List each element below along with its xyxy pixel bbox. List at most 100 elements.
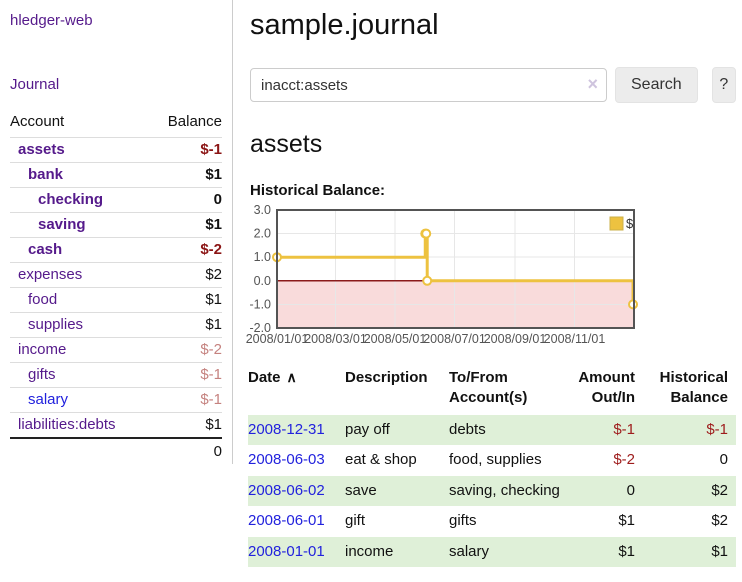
register-date-link[interactable]: 2008-06-02 <box>248 481 325 499</box>
balance-column-header: Balance <box>150 108 222 138</box>
sidebar: hledger-web Journal Account Balance asse… <box>0 0 233 464</box>
register-table: Date ∧ Description To/From Account(s) Amo… <box>248 366 736 568</box>
account-balance-table: Account Balance assets $-1 bank $1 checking 0… <box>10 108 222 464</box>
register-balance: $2 <box>711 512 728 530</box>
register-date-link[interactable]: 2008-01-01 <box>248 542 325 560</box>
svg-text:2.0: 2.0 <box>254 227 271 241</box>
account-row: liabilities:debts $1 <box>10 412 222 439</box>
register-amount: $-1 <box>613 420 635 438</box>
svg-text:2008/07/01: 2008/07/01 <box>423 332 486 346</box>
account-row: income $-2 <box>10 337 222 363</box>
register-accounts: gifts <box>449 512 477 530</box>
register-description: pay off <box>345 420 390 438</box>
account-title: assets <box>250 130 323 158</box>
account-balance: $1 <box>150 162 222 188</box>
account-row: saving $1 <box>10 212 222 238</box>
account-link[interactable]: assets <box>18 141 65 158</box>
account-row: gifts $-1 <box>10 362 222 388</box>
balance-column-header: Historical Balance <box>659 369 728 406</box>
svg-text:3.0: 3.0 <box>254 203 271 217</box>
register-amount: $-2 <box>613 451 635 469</box>
svg-text:2008/05/01: 2008/05/01 <box>364 332 427 346</box>
account-balance: $-1 <box>150 137 222 163</box>
register-balance: $-1 <box>706 420 728 438</box>
account-table-header: Account Balance <box>10 108 222 138</box>
spacer <box>10 437 151 464</box>
amount-column-header: Amount Out/In <box>578 369 635 406</box>
date-column-header[interactable]: Date ∧ <box>248 369 297 386</box>
balance-total-value: 0 <box>150 437 222 464</box>
brand-link[interactable]: hledger-web <box>10 12 93 29</box>
table-row[interactable]: 2008-06-03 eat & shop food, supplies $-2 0 <box>248 445 736 476</box>
account-balance: $1 <box>150 212 222 238</box>
register-amount: $1 <box>618 542 635 560</box>
account-row: food $1 <box>10 287 222 313</box>
register-date-link[interactable]: 2008-06-01 <box>248 512 325 530</box>
svg-text:2008/01/01: 2008/01/01 <box>246 332 309 346</box>
accounts-column-header: To/From Account(s) <box>449 369 528 406</box>
register-header-row: Date ∧ Description To/From Account(s) Amo… <box>248 366 736 415</box>
svg-text:2008/09/01: 2008/09/01 <box>484 332 547 346</box>
account-balance: $-1 <box>150 387 222 413</box>
svg-text:2008/11/01: 2008/11/01 <box>544 332 606 346</box>
historical-balance-chart: 3.0 2.0 1.0 0.0 -1.0 -2.0 2008/01/01 2008/03/01… <box>246 203 648 348</box>
svg-text:-1.0: -1.0 <box>249 297 271 311</box>
register-accounts: saving, checking <box>449 481 560 499</box>
clear-search-icon[interactable]: × <box>587 74 598 94</box>
table-row[interactable]: 2008-06-01 gift gifts $1 $2 <box>248 506 736 537</box>
register-date-link[interactable]: 2008-12-31 <box>248 420 325 438</box>
search-input[interactable] <box>250 68 607 102</box>
account-row: expenses $2 <box>10 262 222 288</box>
search-button[interactable]: Search <box>615 67 698 103</box>
account-row: checking 0 <box>10 187 222 213</box>
account-balance: $-2 <box>150 237 222 263</box>
account-row: cash $-2 <box>10 237 222 263</box>
register-description: eat & shop <box>345 451 417 469</box>
register-amount: 0 <box>626 481 635 499</box>
account-link[interactable]: saving <box>38 216 86 233</box>
chart-canvas: 3.0 2.0 1.0 0.0 -1.0 -2.02008/01/012008/03/01… <box>246 203 639 346</box>
register-date-link[interactable]: 2008-06-03 <box>248 451 325 469</box>
search-box: × <box>250 68 607 102</box>
page-title: sample.journal <box>250 9 439 41</box>
register-amount: $1 <box>618 512 635 530</box>
search-form: × Search ? <box>250 67 736 103</box>
register-description: save <box>345 481 377 499</box>
account-link[interactable]: supplies <box>28 316 84 333</box>
account-balance: $2 <box>150 262 222 288</box>
svg-text:-2.0: -2.0 <box>249 321 271 335</box>
account-link[interactable]: expenses <box>18 266 83 283</box>
register-balance: $1 <box>711 542 728 560</box>
table-row[interactable]: 2008-12-31 pay off debts $-1 $-1 <box>248 414 736 446</box>
svg-text:2008/03/01: 2008/03/01 <box>304 332 367 346</box>
register-description: gift <box>345 512 366 530</box>
account-link[interactable]: checking <box>38 191 104 208</box>
register-accounts: food, supplies <box>449 451 542 469</box>
svg-text:1.0: 1.0 <box>254 250 271 264</box>
account-balance: $1 <box>150 287 222 313</box>
account-row: supplies $1 <box>10 312 222 338</box>
register-balance: 0 <box>719 451 728 469</box>
register-accounts: salary <box>449 542 490 560</box>
description-column-header: Description <box>345 369 428 386</box>
account-link[interactable]: cash <box>28 241 63 258</box>
account-balance: $1 <box>150 312 222 338</box>
register-balance: $2 <box>711 481 728 499</box>
main-content: sample.journal × Search ? assets Histori… <box>233 0 742 568</box>
table-row[interactable]: 2008-06-02 save saving, checking 0 $2 <box>248 475 736 507</box>
account-column-header: Account <box>10 108 151 138</box>
account-balance: $1 <box>150 412 222 439</box>
account-link[interactable]: gifts <box>28 366 56 383</box>
account-link[interactable]: income <box>18 341 67 358</box>
chart-label: Historical Balance: <box>250 182 386 199</box>
sidebar-item-journal[interactable]: Journal <box>10 76 60 93</box>
register-description: income <box>345 542 394 560</box>
sort-ascending-icon: ∧ <box>286 369 297 385</box>
account-link[interactable]: liabilities:debts <box>18 416 116 433</box>
account-link[interactable]: food <box>28 291 58 308</box>
table-row[interactable]: 2008-01-01 income salary $1 $1 <box>248 536 736 568</box>
account-link[interactable]: bank <box>28 166 64 183</box>
account-row: salary $-1 <box>10 387 222 413</box>
help-button[interactable]: ? <box>711 67 736 103</box>
account-link[interactable]: salary <box>28 391 69 408</box>
